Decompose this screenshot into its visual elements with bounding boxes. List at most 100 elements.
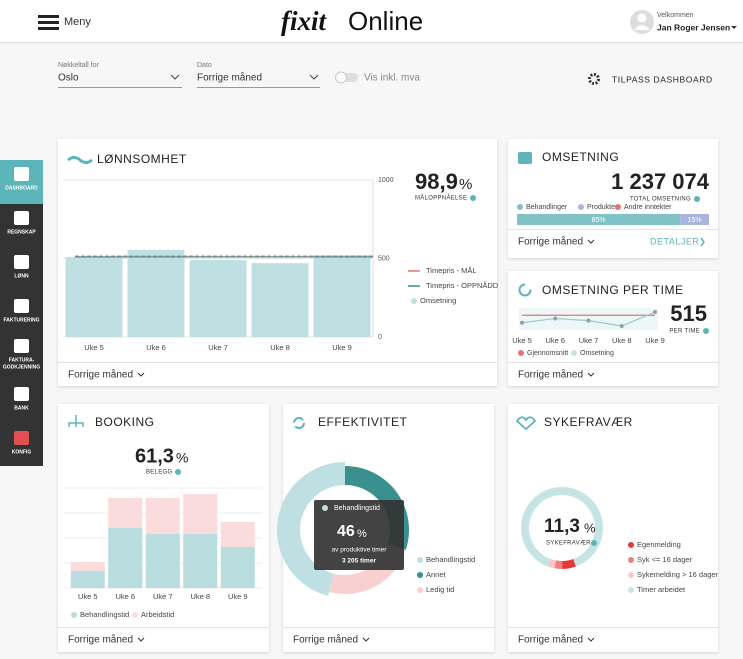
chevron[interactable] [587,239,595,244]
info-icon[interactable] [591,540,597,546]
tooltip-box [314,500,404,570]
sidebar-label: DASHBOARD [5,185,38,191]
kpi-value: 1 237 074 [611,169,710,194]
menu-label[interactable]: Meny [64,16,91,28]
kpi-value: 515 [670,301,707,326]
y-tick-label: 500 [378,255,390,262]
value-label: 15% [688,217,702,224]
welcome-text: Velkommen [657,12,694,19]
chevron[interactable] [137,372,145,377]
period-selector[interactable]: Forrige måned [293,634,358,646]
logo-brand[interactable]: fixit [281,6,327,36]
filter-value[interactable]: Forrige måned [197,72,262,84]
sidebar-item[interactable]: DASHBOARD [0,160,43,204]
y-tick-label: 0 [378,334,382,341]
legend-swatch [411,298,417,304]
sidebar-item[interactable]: REGNSKAP [7,211,36,235]
legend-label: Timer arbeidet [637,585,686,594]
kpi-value: 11,3 [544,516,580,537]
legend-swatch [132,612,138,618]
dropdown-chevron[interactable] [309,74,319,80]
sidebar-label: REGNSKAP [7,229,36,235]
chevron[interactable] [362,637,370,642]
sidebar-icon [14,255,29,269]
legend-label: Arbeidstid [141,610,174,619]
x-tick-label: Uke 7 [153,592,173,601]
header [0,0,743,42]
legend-label: Syk <= 16 dager [637,555,693,564]
card-title: OMSETNING PER TIME [542,283,683,297]
card-icon [518,283,532,297]
x-tick-label: Uke 9 [645,336,665,345]
dropdown-chevron[interactable] [170,74,180,80]
avatar-head [637,13,647,23]
legend-label: Behandlingstid [426,555,475,564]
link-arrow[interactable] [700,237,705,247]
legend-label: Produkter [587,204,618,211]
legend-swatch [71,612,77,618]
x-tick-label: Uke 5 [78,592,98,601]
sidebar-label: LØNN [14,273,29,279]
period-selector[interactable]: Forrige måned [518,369,583,381]
menu-icon-bar [38,21,59,24]
bar-segment [145,534,180,588]
sidebar-item[interactable]: FAKTURERING [3,299,40,323]
legend-label: Behandlingstid [80,610,129,619]
chevron[interactable] [587,372,595,377]
x-tick-label: Uke 7 [208,343,228,352]
bar [251,263,309,337]
avatar-body [634,25,650,30]
chevron[interactable] [587,637,595,642]
period-selector[interactable]: Forrige måned [68,369,133,381]
legend-label: Ledig tid [426,585,454,594]
bar-segment [220,547,255,588]
card-icon [68,415,84,427]
sidebar-item[interactable]: LØNN [14,255,29,279]
period-selector[interactable]: Forrige måned [518,236,583,248]
customize-button[interactable]: TILPASS DASHBOARD [588,73,713,85]
info-icon[interactable] [694,196,700,202]
menu-button[interactable]: Meny [38,15,91,30]
legend-swatch [518,350,524,356]
x-tick-label: Uke 7 [579,336,599,345]
bar-segment [70,571,105,588]
bar-segment [220,522,255,547]
x-tick-label: Uke 6 [115,592,135,601]
bar [127,249,185,337]
card-icon [515,416,537,431]
chevron[interactable] [137,637,145,642]
period-selector[interactable]: Forrige måned [68,634,133,646]
x-tick-label: Uke 8 [612,336,632,345]
info-icon[interactable] [703,328,709,334]
tooltip-title: Behandlingstid [334,505,380,512]
legend-label: Omsetning [420,296,456,305]
point [520,320,524,325]
bar-segment [108,528,143,588]
kpi-label: SYKEFRAVÆR [546,541,591,547]
customize-label[interactable]: TILPASS DASHBOARD [612,74,713,84]
info-icon[interactable] [175,469,181,475]
kpi-unit: % [584,520,596,535]
kpi-label: BELEGG [146,470,173,476]
sidebar-item[interactable]: BANK [14,387,29,411]
sidebar-item[interactable]: FAKTURA-GODKJENNING [3,339,40,370]
sidebar-item[interactable]: KONFIG [12,431,32,455]
legend-swatch [628,572,634,578]
tooltip: Behandlingstid 46 % av produktive timer … [314,500,404,570]
x-tick-label: Uke 8 [190,592,210,601]
user-name[interactable]: Jan Roger Jensen [657,22,730,32]
toggle-knob [335,71,347,84]
x-tick-label: Uke 6 [545,336,565,345]
bar-segment [183,494,218,534]
legend-swatch [517,204,523,210]
info-icon[interactable] [470,195,476,201]
filter-value[interactable]: Oslo [58,73,79,84]
legend-label: Omsetning [580,350,614,357]
active-highlight [0,160,43,204]
user-caret[interactable] [731,26,737,29]
y-tick-label: 1000 [378,177,394,184]
legend-label: Timepris - OPPNÅDD [426,281,499,290]
period-selector[interactable]: Forrige måned [518,634,583,646]
details-link[interactable]: DETALJER [650,236,699,246]
